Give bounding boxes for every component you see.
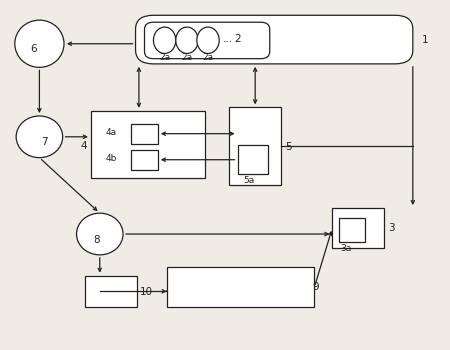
Text: 9: 9 bbox=[312, 282, 319, 292]
Text: 3a: 3a bbox=[340, 244, 351, 253]
Ellipse shape bbox=[15, 20, 64, 67]
Bar bbox=[339, 218, 365, 242]
Text: 4: 4 bbox=[81, 141, 87, 151]
Ellipse shape bbox=[153, 27, 176, 54]
Text: 8: 8 bbox=[93, 235, 99, 245]
Text: 3: 3 bbox=[388, 223, 395, 233]
Text: 2a: 2a bbox=[181, 54, 193, 62]
Text: 7: 7 bbox=[41, 137, 48, 147]
Text: 1: 1 bbox=[422, 35, 428, 44]
Ellipse shape bbox=[76, 213, 123, 255]
Ellipse shape bbox=[16, 116, 63, 158]
Text: ...: ... bbox=[223, 34, 234, 44]
Bar bbox=[238, 146, 268, 174]
Text: 4a: 4a bbox=[106, 128, 117, 138]
Text: 2a: 2a bbox=[159, 54, 170, 62]
Bar bbox=[91, 111, 205, 178]
Bar bbox=[131, 150, 158, 170]
Text: 4b: 4b bbox=[105, 154, 117, 163]
FancyBboxPatch shape bbox=[135, 15, 413, 64]
Bar bbox=[167, 267, 315, 307]
Bar bbox=[86, 276, 137, 307]
Ellipse shape bbox=[197, 27, 219, 54]
FancyBboxPatch shape bbox=[144, 22, 270, 59]
Text: 2: 2 bbox=[234, 34, 241, 44]
Text: 10: 10 bbox=[140, 287, 153, 297]
Bar bbox=[230, 107, 281, 186]
Ellipse shape bbox=[176, 27, 198, 54]
Text: 2a: 2a bbox=[202, 54, 214, 62]
Bar bbox=[131, 124, 158, 144]
Text: 5a: 5a bbox=[243, 176, 254, 185]
Bar bbox=[333, 208, 384, 248]
Text: 5: 5 bbox=[285, 142, 292, 152]
Text: 6: 6 bbox=[30, 44, 37, 54]
